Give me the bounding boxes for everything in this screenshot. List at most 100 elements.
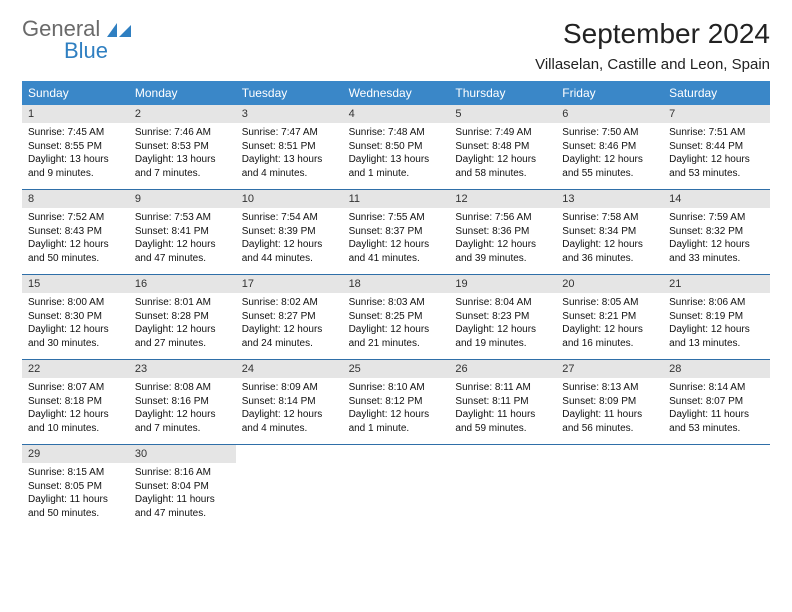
day-line-sr: Sunrise: 7:49 AM — [455, 126, 550, 140]
day-line-sr: Sunrise: 8:03 AM — [349, 296, 444, 310]
day-line-sr: Sunrise: 7:54 AM — [242, 211, 337, 225]
day-cell: 29Sunrise: 8:15 AMSunset: 8:05 PMDayligh… — [22, 445, 129, 529]
day-cell: 28Sunrise: 8:14 AMSunset: 8:07 PMDayligh… — [663, 360, 770, 444]
day-line-d2: and 58 minutes. — [455, 167, 550, 181]
day-line-d1: Daylight: 13 hours — [349, 153, 444, 167]
day-cell: 27Sunrise: 8:13 AMSunset: 8:09 PMDayligh… — [556, 360, 663, 444]
day-line-ss: Sunset: 8:05 PM — [28, 480, 123, 494]
day-line-d1: Daylight: 12 hours — [135, 408, 230, 422]
day-number: 17 — [236, 275, 343, 293]
day-body: Sunrise: 7:52 AMSunset: 8:43 PMDaylight:… — [22, 208, 129, 271]
day-line-d2: and 10 minutes. — [28, 422, 123, 436]
day-line-ss: Sunset: 8:55 PM — [28, 140, 123, 154]
day-cell — [556, 445, 663, 529]
day-line-sr: Sunrise: 8:06 AM — [669, 296, 764, 310]
day-line-ss: Sunset: 8:53 PM — [135, 140, 230, 154]
day-body: Sunrise: 7:54 AMSunset: 8:39 PMDaylight:… — [236, 208, 343, 271]
day-line-ss: Sunset: 8:37 PM — [349, 225, 444, 239]
day-line-d2: and 7 minutes. — [135, 167, 230, 181]
day-line-ss: Sunset: 8:28 PM — [135, 310, 230, 324]
day-body: Sunrise: 8:08 AMSunset: 8:16 PMDaylight:… — [129, 378, 236, 441]
weeks-container: 1Sunrise: 7:45 AMSunset: 8:55 PMDaylight… — [22, 105, 770, 529]
header: General Blue September 2024 Villaselan, … — [22, 18, 770, 73]
day-line-sr: Sunrise: 8:07 AM — [28, 381, 123, 395]
day-line-sr: Sunrise: 7:55 AM — [349, 211, 444, 225]
location-text: Villaselan, Castille and Leon, Spain — [535, 56, 770, 73]
day-line-d2: and 33 minutes. — [669, 252, 764, 266]
day-body: Sunrise: 8:07 AMSunset: 8:18 PMDaylight:… — [22, 378, 129, 441]
day-body: Sunrise: 7:58 AMSunset: 8:34 PMDaylight:… — [556, 208, 663, 271]
day-body: Sunrise: 8:10 AMSunset: 8:12 PMDaylight:… — [343, 378, 450, 441]
day-number: 16 — [129, 275, 236, 293]
day-cell: 15Sunrise: 8:00 AMSunset: 8:30 PMDayligh… — [22, 275, 129, 359]
day-number: 11 — [343, 190, 450, 208]
day-line-d2: and 27 minutes. — [135, 337, 230, 351]
day-number — [556, 445, 663, 451]
day-number — [236, 445, 343, 451]
day-number: 22 — [22, 360, 129, 378]
day-line-ss: Sunset: 8:39 PM — [242, 225, 337, 239]
day-cell: 10Sunrise: 7:54 AMSunset: 8:39 PMDayligh… — [236, 190, 343, 274]
day-cell: 18Sunrise: 8:03 AMSunset: 8:25 PMDayligh… — [343, 275, 450, 359]
day-body: Sunrise: 8:01 AMSunset: 8:28 PMDaylight:… — [129, 293, 236, 356]
day-cell: 14Sunrise: 7:59 AMSunset: 8:32 PMDayligh… — [663, 190, 770, 274]
day-line-sr: Sunrise: 7:58 AM — [562, 211, 657, 225]
day-cell: 11Sunrise: 7:55 AMSunset: 8:37 PMDayligh… — [343, 190, 450, 274]
week-row: 22Sunrise: 8:07 AMSunset: 8:18 PMDayligh… — [22, 359, 770, 444]
day-line-d1: Daylight: 12 hours — [669, 323, 764, 337]
day-line-sr: Sunrise: 8:16 AM — [135, 466, 230, 480]
day-line-sr: Sunrise: 8:10 AM — [349, 381, 444, 395]
dow-monday: Monday — [129, 81, 236, 105]
day-line-sr: Sunrise: 7:47 AM — [242, 126, 337, 140]
day-line-d2: and 19 minutes. — [455, 337, 550, 351]
day-line-d1: Daylight: 12 hours — [135, 238, 230, 252]
day-line-sr: Sunrise: 8:09 AM — [242, 381, 337, 395]
day-number: 4 — [343, 105, 450, 123]
day-line-ss: Sunset: 8:46 PM — [562, 140, 657, 154]
day-line-sr: Sunrise: 8:14 AM — [669, 381, 764, 395]
day-body: Sunrise: 8:11 AMSunset: 8:11 PMDaylight:… — [449, 378, 556, 441]
day-line-sr: Sunrise: 8:13 AM — [562, 381, 657, 395]
day-cell: 6Sunrise: 7:50 AMSunset: 8:46 PMDaylight… — [556, 105, 663, 189]
day-cell: 4Sunrise: 7:48 AMSunset: 8:50 PMDaylight… — [343, 105, 450, 189]
day-line-ss: Sunset: 8:23 PM — [455, 310, 550, 324]
day-body: Sunrise: 8:02 AMSunset: 8:27 PMDaylight:… — [236, 293, 343, 356]
dow-thursday: Thursday — [449, 81, 556, 105]
day-line-ss: Sunset: 8:44 PM — [669, 140, 764, 154]
day-line-d1: Daylight: 12 hours — [455, 323, 550, 337]
day-cell: 22Sunrise: 8:07 AMSunset: 8:18 PMDayligh… — [22, 360, 129, 444]
dow-sunday: Sunday — [22, 81, 129, 105]
day-number: 7 — [663, 105, 770, 123]
day-cell: 20Sunrise: 8:05 AMSunset: 8:21 PMDayligh… — [556, 275, 663, 359]
day-line-sr: Sunrise: 7:52 AM — [28, 211, 123, 225]
day-line-d2: and 44 minutes. — [242, 252, 337, 266]
day-number — [663, 445, 770, 451]
day-body: Sunrise: 8:03 AMSunset: 8:25 PMDaylight:… — [343, 293, 450, 356]
day-line-d1: Daylight: 12 hours — [349, 323, 444, 337]
day-cell: 1Sunrise: 7:45 AMSunset: 8:55 PMDaylight… — [22, 105, 129, 189]
day-line-d1: Daylight: 11 hours — [135, 493, 230, 507]
day-line-ss: Sunset: 8:41 PM — [135, 225, 230, 239]
day-line-sr: Sunrise: 8:08 AM — [135, 381, 230, 395]
day-body: Sunrise: 7:48 AMSunset: 8:50 PMDaylight:… — [343, 123, 450, 186]
day-body: Sunrise: 7:56 AMSunset: 8:36 PMDaylight:… — [449, 208, 556, 271]
day-line-d2: and 1 minute. — [349, 167, 444, 181]
day-body: Sunrise: 8:09 AMSunset: 8:14 PMDaylight:… — [236, 378, 343, 441]
day-number: 25 — [343, 360, 450, 378]
day-cell: 26Sunrise: 8:11 AMSunset: 8:11 PMDayligh… — [449, 360, 556, 444]
day-body: Sunrise: 7:50 AMSunset: 8:46 PMDaylight:… — [556, 123, 663, 186]
day-number: 8 — [22, 190, 129, 208]
day-line-d2: and 4 minutes. — [242, 422, 337, 436]
day-line-d2: and 50 minutes. — [28, 252, 123, 266]
logo: General Blue — [22, 18, 133, 62]
day-cell — [449, 445, 556, 529]
day-line-d1: Daylight: 12 hours — [562, 238, 657, 252]
logo-sail-icon — [107, 21, 133, 44]
day-cell: 12Sunrise: 7:56 AMSunset: 8:36 PMDayligh… — [449, 190, 556, 274]
day-number: 14 — [663, 190, 770, 208]
day-number: 24 — [236, 360, 343, 378]
day-line-ss: Sunset: 8:07 PM — [669, 395, 764, 409]
day-line-d2: and 59 minutes. — [455, 422, 550, 436]
day-line-ss: Sunset: 8:32 PM — [669, 225, 764, 239]
day-line-ss: Sunset: 8:19 PM — [669, 310, 764, 324]
